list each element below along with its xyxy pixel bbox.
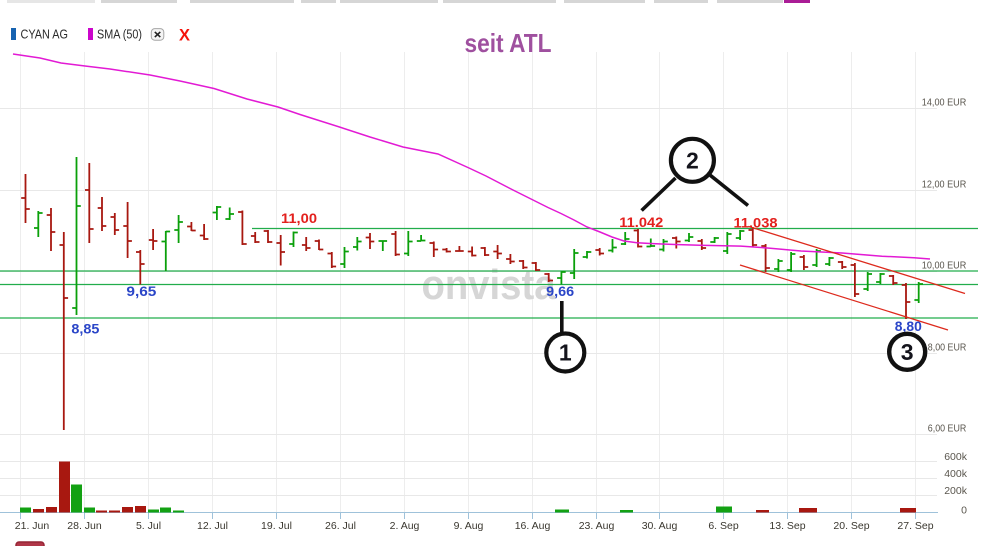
svg-text:14,00 EUR: 14,00 EUR bbox=[922, 97, 967, 109]
svg-text:9,66: 9,66 bbox=[546, 284, 575, 299]
svg-text:27. Sep: 27. Sep bbox=[897, 520, 933, 532]
svg-text:2: 2 bbox=[686, 147, 699, 173]
svg-text:26. Jul: 26. Jul bbox=[325, 520, 356, 532]
svg-text:9. Aug: 9. Aug bbox=[454, 520, 484, 532]
svg-text:2. Aug: 2. Aug bbox=[390, 520, 420, 532]
svg-text:11.042: 11.042 bbox=[619, 214, 663, 230]
svg-text:400k: 400k bbox=[944, 468, 968, 480]
svg-text:X: X bbox=[179, 27, 190, 45]
svg-text:12,00 EUR: 12,00 EUR bbox=[922, 179, 967, 191]
svg-text:600k: 600k bbox=[944, 451, 968, 463]
svg-text:8,80: 8,80 bbox=[895, 319, 922, 334]
svg-text:6,00 EUR: 6,00 EUR bbox=[928, 423, 967, 435]
svg-text:20. Sep: 20. Sep bbox=[833, 520, 869, 532]
svg-text:seit ATL: seit ATL bbox=[465, 28, 552, 58]
svg-text:1: 1 bbox=[559, 340, 572, 366]
svg-text:11,00: 11,00 bbox=[281, 210, 317, 226]
svg-text:10,00 EUR: 10,00 EUR bbox=[922, 260, 967, 272]
svg-text:0: 0 bbox=[961, 505, 967, 517]
svg-text:8,85: 8,85 bbox=[71, 322, 100, 337]
svg-text:12. Jul: 12. Jul bbox=[197, 520, 228, 532]
svg-text:200k: 200k bbox=[944, 485, 968, 497]
svg-text:CYAN AG: CYAN AG bbox=[21, 28, 69, 42]
svg-text:23. Aug: 23. Aug bbox=[579, 520, 615, 532]
svg-text:5. Jul: 5. Jul bbox=[136, 520, 161, 532]
svg-text:21. Jun: 21. Jun bbox=[15, 520, 50, 532]
svg-text:19. Jul: 19. Jul bbox=[261, 520, 292, 532]
svg-text:9,65: 9,65 bbox=[126, 284, 157, 299]
svg-text:6. Sep: 6. Sep bbox=[708, 520, 739, 532]
svg-text:16. Aug: 16. Aug bbox=[515, 520, 551, 532]
svg-text:3: 3 bbox=[901, 339, 914, 365]
svg-text:8,00 EUR: 8,00 EUR bbox=[928, 342, 967, 354]
svg-text:28. Jun: 28. Jun bbox=[67, 520, 102, 532]
svg-text:13. Sep: 13. Sep bbox=[769, 520, 805, 532]
svg-text:SMA (50): SMA (50) bbox=[97, 28, 142, 42]
svg-text:11.038: 11.038 bbox=[734, 215, 778, 231]
svg-text:30. Aug: 30. Aug bbox=[642, 520, 678, 532]
